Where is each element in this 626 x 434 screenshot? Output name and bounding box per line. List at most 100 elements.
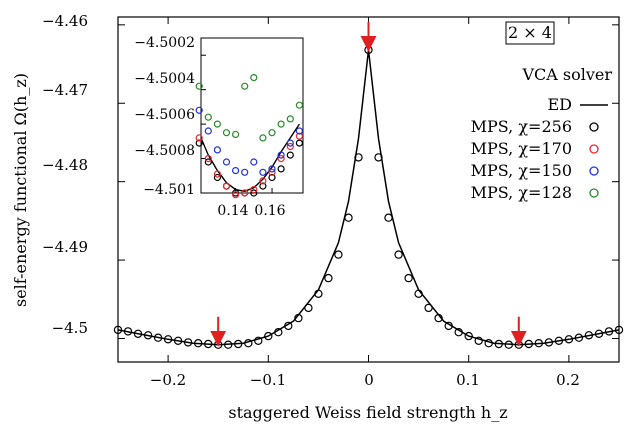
data-point-chi256 (404, 273, 413, 283)
ytick-label-2: −4.48 (42, 156, 88, 174)
data-point-chi256 (444, 321, 453, 331)
data-point-chi256 (604, 327, 614, 336)
xtick-label-2: 0 (364, 371, 374, 389)
inset-frame (200, 37, 304, 194)
data-point-chi256 (414, 289, 423, 298)
inset-xtick-label-1: 0.16 (254, 203, 285, 219)
inset-point-chi170 (232, 191, 240, 199)
solver-annotation: VCA solver (521, 65, 612, 84)
data-point-chi256 (384, 213, 393, 222)
inset-point-chi256 (250, 189, 258, 197)
data-point-chi256 (284, 321, 293, 331)
inset-point-chi128 (222, 129, 231, 137)
data-point-chi256 (163, 335, 173, 344)
data-point-chi256 (464, 331, 473, 341)
data-point-chi256 (394, 250, 403, 259)
data-point-chi256 (564, 335, 574, 344)
ytick-label-4: −4.5 (52, 319, 88, 337)
data-point-chi256 (193, 339, 203, 348)
inset-point-chi128 (213, 120, 221, 128)
inset-point-chi256 (295, 139, 303, 147)
data-point-chi256 (584, 331, 594, 340)
data-point-chi256 (354, 153, 363, 162)
ytick-label-3: −4.49 (42, 238, 88, 256)
data-point-chi256 (474, 336, 483, 345)
legend: ED MPS, χ=256 MPS, χ=170 MPS, χ=150 MPS,… (471, 95, 608, 202)
inset-point-chi170 (241, 189, 249, 197)
data-point-chi256 (123, 327, 133, 336)
inset-ytick-label-3: −4.5008 (134, 143, 195, 159)
data-point-chi256 (614, 325, 624, 335)
data-point-chi256 (153, 333, 163, 342)
inset-point-chi150 (222, 158, 231, 166)
inset-point-chi170 (295, 132, 303, 140)
inset-xtick-label-0: 0.14 (217, 203, 248, 219)
lattice-box (505, 21, 555, 45)
data-point-chi256 (133, 329, 143, 338)
data-point-chi256 (254, 336, 263, 345)
data-point-chi256 (244, 339, 253, 348)
inset-point-chi128 (250, 73, 258, 82)
inset-point-chi256 (268, 173, 276, 182)
ytick-label-1: −4.47 (42, 81, 88, 99)
inset-point-chi170 (268, 168, 276, 176)
data-point-chi256 (173, 336, 183, 345)
inset-point-chi256 (259, 182, 267, 190)
data-point-chi256 (344, 213, 353, 222)
inset-point-chi170 (277, 155, 285, 163)
inset-point-chi150 (295, 127, 303, 135)
data-point-chi256 (294, 313, 303, 323)
inset-point-chi150 (268, 165, 276, 173)
xtick-label-4: 0.2 (556, 371, 580, 389)
y-axis-label: self-energy functional Ω(h_z) (11, 73, 30, 307)
legend-marker-chi170 (589, 144, 599, 154)
legend-label-chi170: MPS, χ=170 (471, 139, 572, 158)
inset-point-chi150 (195, 106, 203, 114)
inset-point-chi128 (268, 129, 276, 137)
inset-point-chi150 (232, 167, 240, 175)
inset-point-chi128 (259, 134, 267, 142)
inset-point-chi128 (277, 120, 285, 128)
data-point-chi256 (454, 328, 463, 337)
inset-point-chi150 (250, 158, 258, 166)
lattice-annotation: 2 × 4 (508, 23, 552, 42)
inset-point-chi256 (204, 158, 212, 166)
inset-point-chi170 (195, 134, 203, 142)
inset-point-chi256 (213, 173, 221, 182)
inset-point-chi150 (286, 139, 294, 147)
inset-point-chi170 (204, 155, 212, 163)
legend-label-chi256: MPS, χ=256 (471, 117, 572, 136)
data-point-chi256 (594, 329, 604, 338)
data-point-chi256 (574, 333, 584, 342)
inset-ytick-label-4: −4.501 (143, 182, 195, 198)
inset-point-chi170 (250, 186, 258, 194)
inset-point-chi256 (277, 165, 285, 173)
data-point-chi256 (544, 338, 554, 347)
xtick-label-3: 0.1 (456, 371, 480, 389)
inset-point-chi256 (286, 151, 294, 159)
inset-point-chi128 (286, 115, 294, 123)
data-point-chi256 (374, 153, 383, 162)
inset-ytick-label-2: −4.5006 (134, 107, 195, 123)
inset-ytick-label-0: −4.5002 (134, 35, 195, 51)
data-point-chi256 (424, 303, 433, 313)
inset-point-chi150 (204, 127, 212, 135)
data-point-chi256 (304, 303, 313, 313)
data-point-chi256 (554, 336, 564, 345)
data-point-chi256 (233, 339, 243, 349)
data-point-chi256 (113, 325, 123, 335)
inset-ytick-label-1: −4.5004 (134, 71, 195, 87)
inset-point-chi170 (213, 170, 221, 178)
inset-point-chi128 (195, 82, 203, 90)
data-point-chi256 (183, 338, 193, 347)
legend-label-chi128: MPS, χ=128 (471, 183, 572, 202)
inset-point-chi170 (222, 182, 231, 190)
inset-point-chi150 (241, 168, 249, 176)
legend-marker-chi256 (589, 122, 599, 132)
inset-point-chi256 (195, 139, 203, 147)
data-point-chi256 (264, 331, 273, 341)
inset-point-chi128 (232, 130, 240, 138)
legend-label-ed: ED (547, 95, 572, 114)
